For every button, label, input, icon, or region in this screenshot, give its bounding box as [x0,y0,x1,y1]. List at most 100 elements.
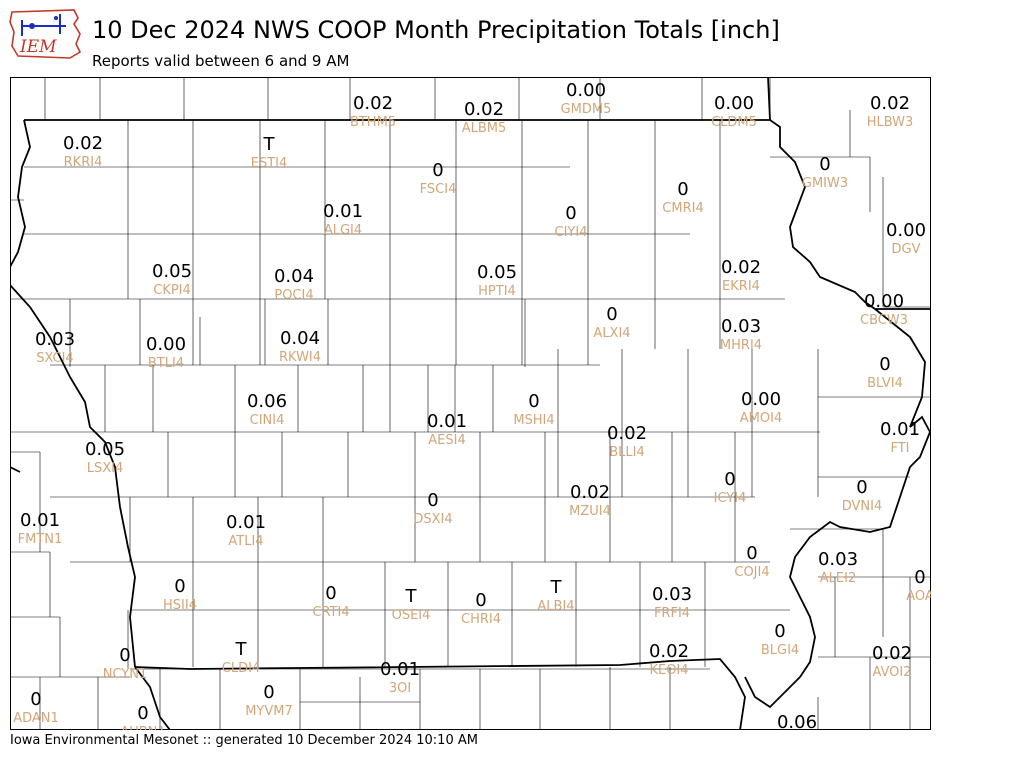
station-value: 0.03 [818,549,858,570]
station-value: 0.01 [226,512,266,533]
station-value: 0.06 [247,391,287,412]
station-value: 0 [325,583,336,604]
station-id: CMRI4 [662,201,703,216]
station-id: FTI [890,441,909,456]
station-id: CRTI4 [312,605,349,620]
station-value: 0.05 [152,261,192,282]
station-value: 0 [419,727,430,730]
station-id: ATLI4 [228,534,263,549]
station-value: 0.03 [35,329,75,350]
station-value: 0.06 [777,712,817,730]
station-id: ALGI4 [324,223,362,238]
station-value: 0 [856,477,867,498]
chart-title: 10 Dec 2024 NWS COOP Month Precipitation… [92,16,780,44]
station-id: AOA [906,589,931,604]
station-value: 0.01 [323,201,363,222]
station-value: T [405,586,418,607]
station-value: 0 [528,391,539,412]
station-id: ALEI2 [820,571,856,586]
station-id: HSII4 [163,598,197,613]
station-value: 0 [30,689,41,710]
station-id: ALBI4 [537,599,574,614]
footer-credit: Iowa Environmental Mesonet :: generated … [10,733,478,748]
station-id: SXCI4 [36,351,73,366]
station-value: 0.02 [607,423,647,444]
station-id: MYVM7 [245,704,293,719]
station-id: BTLI4 [148,356,184,371]
station-id: MZUI4 [569,504,611,519]
station-value: T [550,577,563,598]
station-value: 0.04 [280,328,320,349]
station-id: CLDM5 [711,115,757,130]
station-id: HPTI4 [478,284,516,299]
station-value: 0.02 [649,641,689,662]
station-value: 0 [565,203,576,224]
station-id: RKRI4 [64,155,103,170]
station-value: 0 [432,160,443,181]
station-id: 3OI [389,681,411,696]
station-value: 0.01 [380,659,420,680]
station-value: 0.02 [721,257,761,278]
station-value: 0 [746,543,757,564]
iem-logo: IEM [9,9,82,59]
station-id: ESTI4 [251,156,288,171]
station-value: 0 [137,703,148,724]
station-value: 0.03 [721,316,761,337]
station-value: 0.05 [85,439,125,460]
station-id: BLLI4 [609,445,645,460]
station-value: 0 [914,567,925,588]
station-value: 0.02 [63,133,103,154]
station-id: AVOI2 [872,665,911,680]
station-id: BLVI4 [867,376,903,391]
station-value: 0.04 [274,266,314,287]
station-id: CIYI4 [555,225,588,240]
station-value: 0 [119,645,130,666]
station-value: 0.02 [872,643,912,664]
station-value: 0.02 [353,93,393,114]
station-id: FRFI4 [654,606,690,621]
station-value: 0 [677,179,688,200]
station-value: 0.00 [864,291,904,312]
station-value: 0 [427,490,438,511]
station-id: FMTN1 [18,532,63,547]
station-id: GMIW3 [802,176,848,191]
station-marker: 0AUBN1 [120,703,165,730]
station-id: FSCI4 [420,182,457,197]
station-value: T [235,639,248,660]
station-id: GMDM5 [561,102,612,117]
station-value: T [263,134,276,155]
station-id: CINI4 [250,413,285,428]
logo-text: IEM [19,37,57,57]
station-id: EKRI4 [722,279,760,294]
